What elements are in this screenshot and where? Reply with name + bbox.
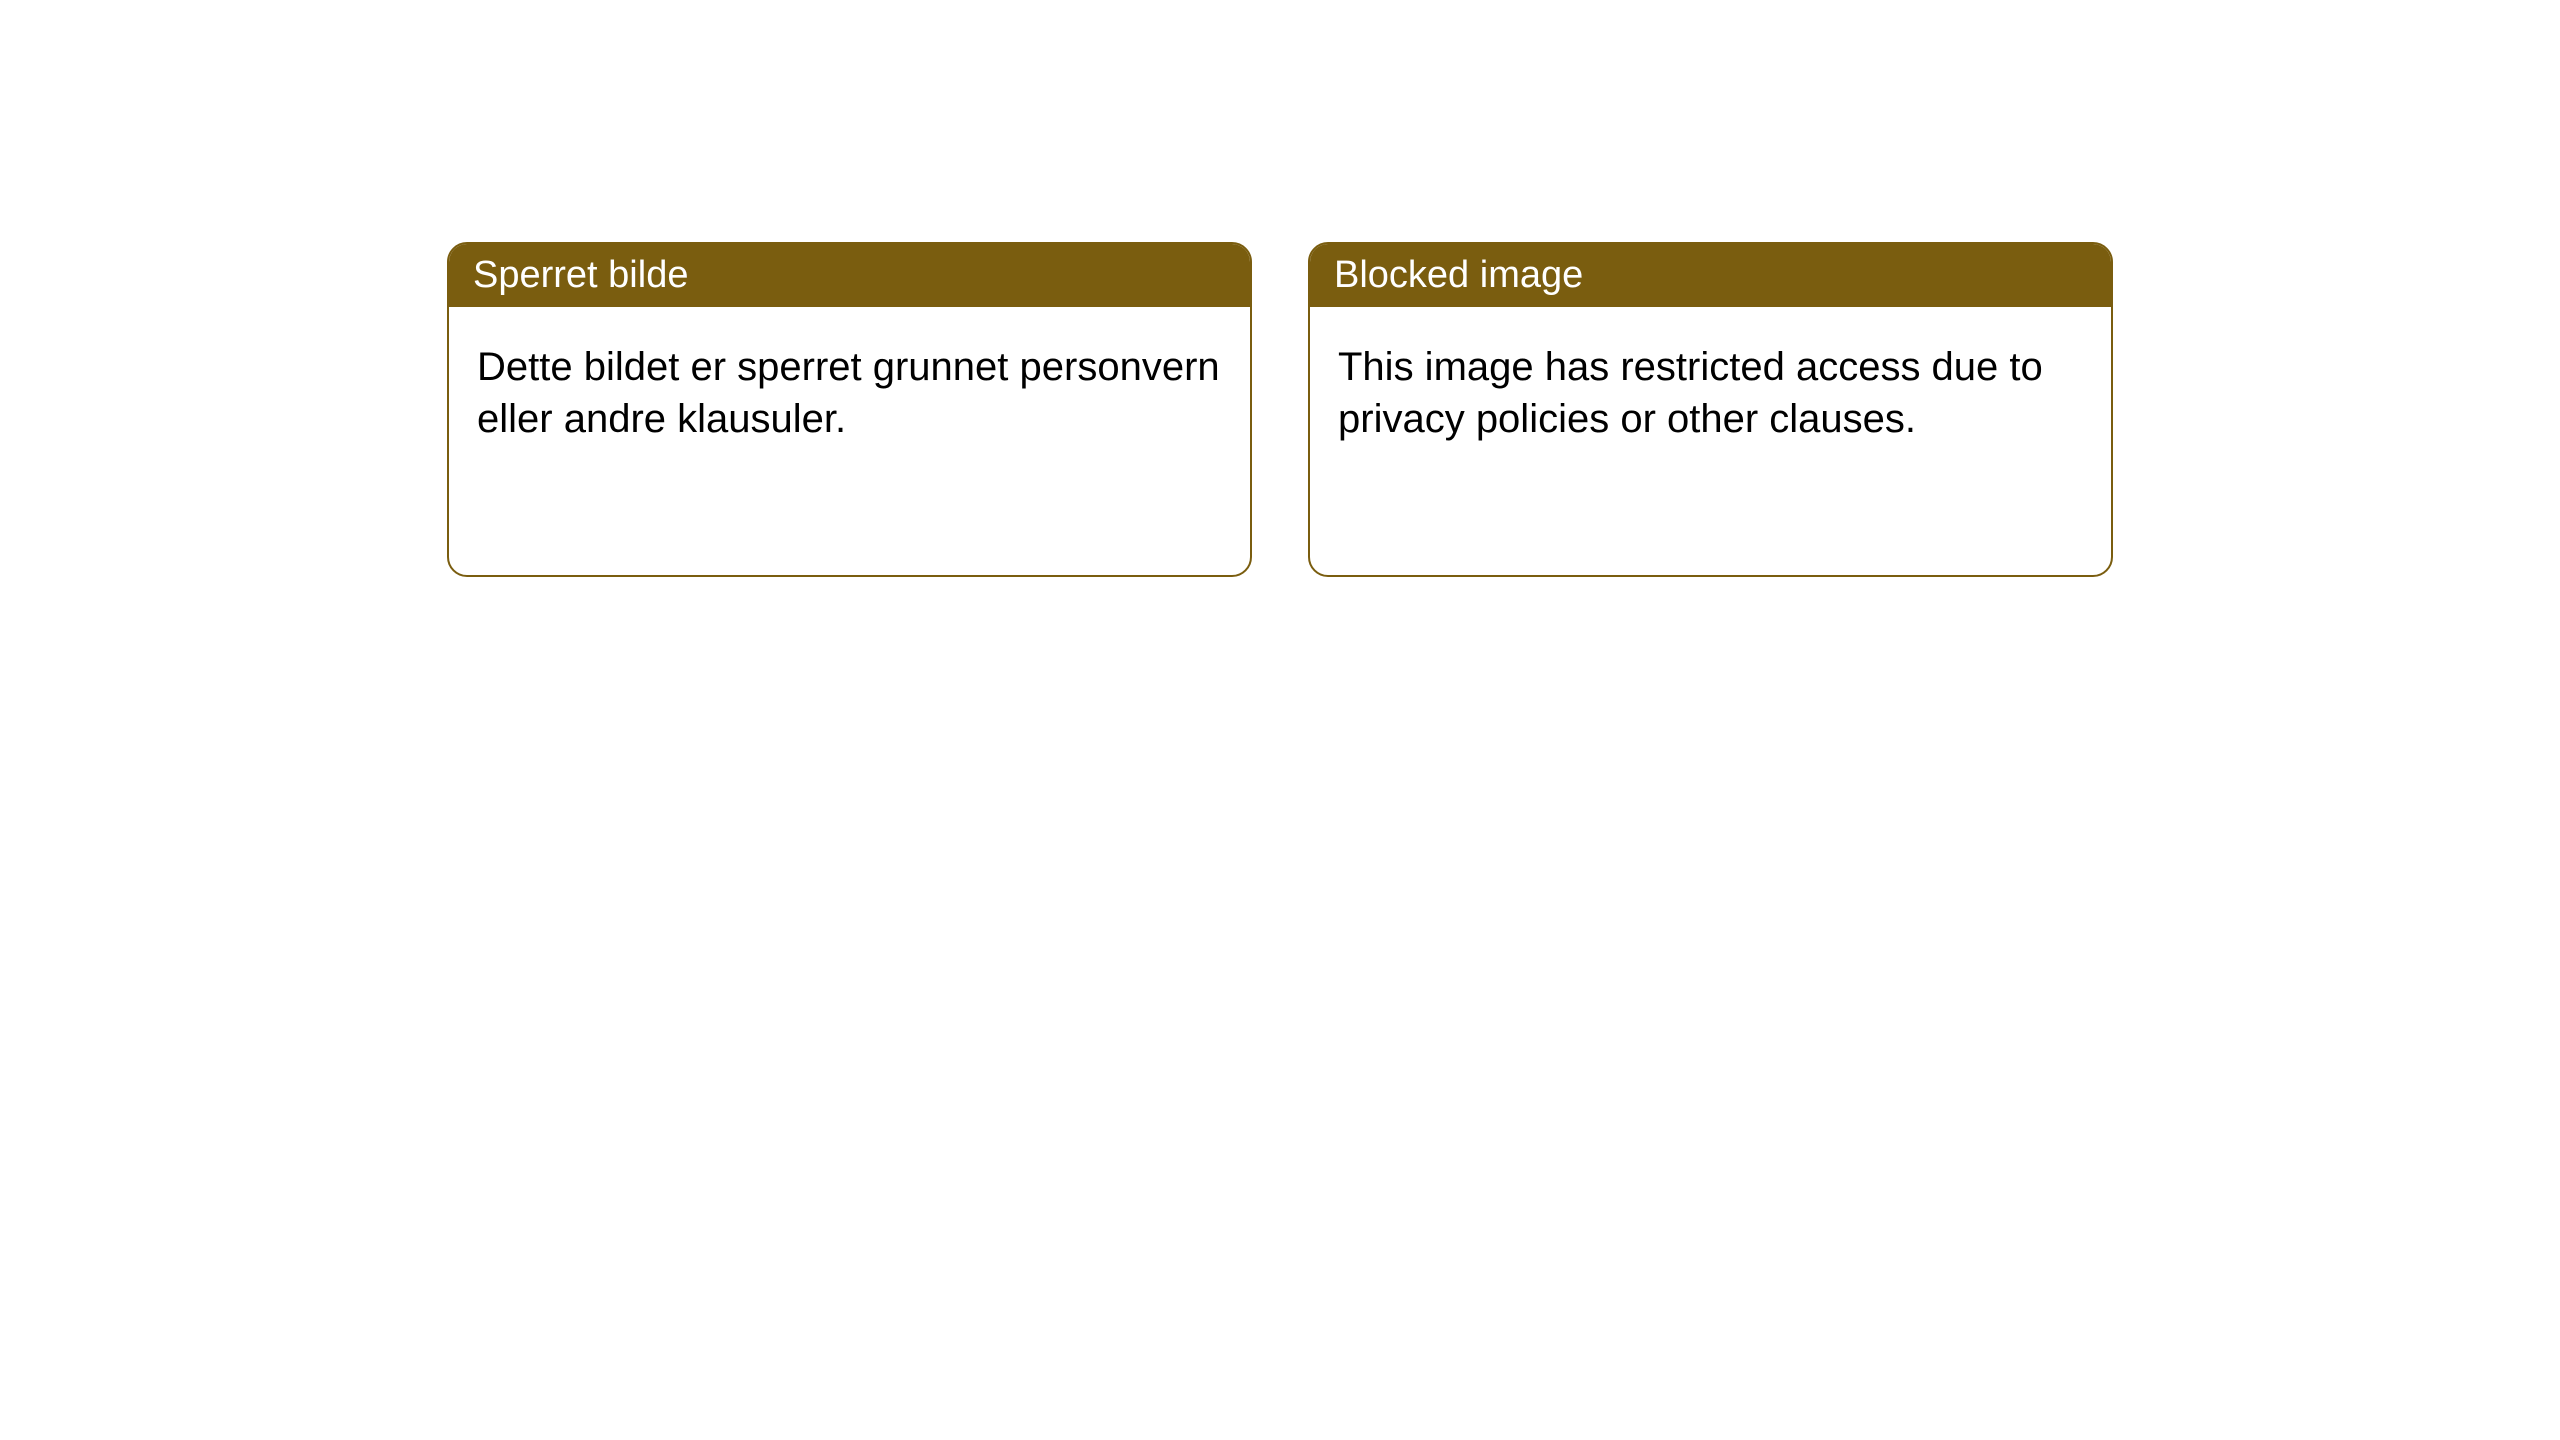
notice-body: Dette bildet er sperret grunnet personve… <box>449 307 1250 479</box>
notice-title: Sperret bilde <box>473 254 688 296</box>
notice-text: This image has restricted access due to … <box>1338 345 2043 441</box>
notice-card-norwegian: Sperret bilde Dette bildet er sperret gr… <box>447 242 1252 577</box>
notice-header: Sperret bilde <box>449 244 1250 307</box>
notice-header: Blocked image <box>1310 244 2111 307</box>
notice-card-english: Blocked image This image has restricted … <box>1308 242 2113 577</box>
notice-title: Blocked image <box>1334 254 1583 296</box>
notice-body: This image has restricted access due to … <box>1310 307 2111 479</box>
notice-container: Sperret bilde Dette bildet er sperret gr… <box>0 0 2560 577</box>
notice-text: Dette bildet er sperret grunnet personve… <box>477 345 1220 441</box>
